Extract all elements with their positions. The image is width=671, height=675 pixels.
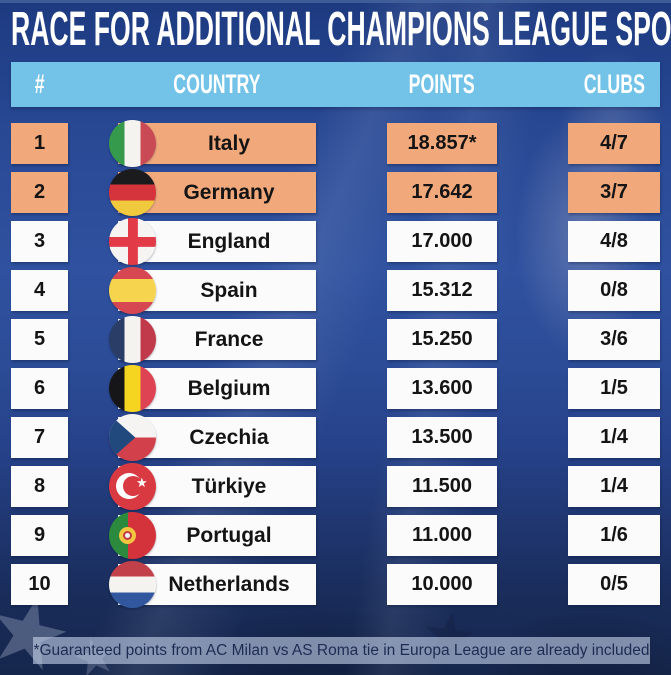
czechia-flag-icon [109,414,156,461]
points-cell: 11.000 [387,515,497,556]
table-row: 7 Czechia 13.500 1/4 [11,414,660,461]
england-flag-icon [109,218,156,265]
spain-flag-icon [109,267,156,314]
rank-cell: 1 [11,123,68,164]
table-row: 5 France 15.250 3/6 [11,316,660,363]
country-name: Spain [200,278,258,302]
germany-flag-icon [109,169,156,216]
clubs-cell: 0/5 [568,564,660,605]
country-name: England [187,229,271,253]
rank-cell: 10 [11,564,68,605]
rank-cell: 2 [11,172,68,213]
table-row: 6 Belgium 13.600 1/5 [11,365,660,412]
clubs-cell: 1/4 [568,417,660,458]
belgium-flag-icon [109,365,156,412]
table-row: 1 Italy 18.857* 4/7 [11,120,660,167]
table-row: 8 Türkiye 11.500 1/4 [11,463,660,510]
points-cell: 17.642 [387,172,497,213]
country-cell: Germany [109,169,316,216]
points-cell: 15.312 [387,270,497,311]
clubs-cell: 1/5 [568,368,660,409]
country-name: Türkiye [191,474,267,498]
clubs-cell: 4/8 [568,221,660,262]
points-cell: 13.600 [387,368,497,409]
rank-cell: 8 [11,466,68,507]
header-points: POINTS [408,68,476,100]
country-cell: Türkiye [109,463,316,510]
clubs-cell: 1/6 [568,515,660,556]
footnote-bar: *Guaranteed points from AC Milan vs AS R… [33,637,650,664]
points-cell: 18.857* [387,123,497,164]
country-name: Portugal [186,523,272,547]
table-header-row: # COUNTRY POINTS CLUBS [11,62,660,107]
rank-cell: 4 [11,270,68,311]
clubs-cell: 3/7 [568,172,660,213]
country-name: Germany [183,180,275,204]
rank-cell: 9 [11,515,68,556]
country-name: Netherlands [168,572,290,596]
table-row: 3 England 17.000 4/8 [11,218,660,265]
header-rank: # [34,68,45,100]
country-cell: England [109,218,316,265]
country-cell: Czechia [109,414,316,461]
table-row: 2 Germany 17.642 3/7 [11,169,660,216]
points-cell: 17.000 [387,221,497,262]
country-name: France [194,327,264,351]
rank-cell: 6 [11,368,68,409]
rank-cell: 5 [11,319,68,360]
netherlands-flag-icon [109,561,156,608]
country-cell: Netherlands [109,561,316,608]
points-cell: 10.000 [387,564,497,605]
italy-flag-icon [109,120,156,167]
country-cell: Italy [109,120,316,167]
points-cell: 13.500 [387,417,497,458]
clubs-cell: 1/4 [568,466,660,507]
clubs-cell: 4/7 [568,123,660,164]
country-cell: Spain [109,267,316,314]
rank-cell: 3 [11,221,68,262]
portugal-flag-icon [109,512,156,559]
table-row: 10 Netherlands 10.000 0/5 [11,561,660,608]
country-cell: Belgium [109,365,316,412]
points-cell: 11.500 [387,466,497,507]
clubs-cell: 0/8 [568,270,660,311]
footnote-text: *Guaranteed points from AC Milan vs AS R… [33,641,650,659]
page-title-text: RACE FOR ADDITIONAL CHAMPIONS LEAGUE SPO… [11,2,671,56]
country-name: Czechia [189,425,269,449]
country-cell: France [109,316,316,363]
clubs-cell: 3/6 [568,319,660,360]
country-name: Belgium [187,376,271,400]
table-row: 4 Spain 15.312 0/8 [11,267,660,314]
rank-cell: 7 [11,417,68,458]
country-cell: Portugal [109,512,316,559]
turkiye-flag-icon [109,463,156,510]
table-body: 1 Italy 18.857* 4/7 2 Germany 17.642 3/7… [11,120,660,613]
country-name: Italy [207,131,251,155]
france-flag-icon [109,316,156,363]
points-cell: 15.250 [387,319,497,360]
header-clubs: CLUBS [583,68,645,100]
page-title: RACE FOR ADDITIONAL CHAMPIONS LEAGUE SPO… [11,0,671,60]
table-row: 9 Portugal 11.000 1/6 [11,512,660,559]
header-country: COUNTRY [173,68,261,100]
